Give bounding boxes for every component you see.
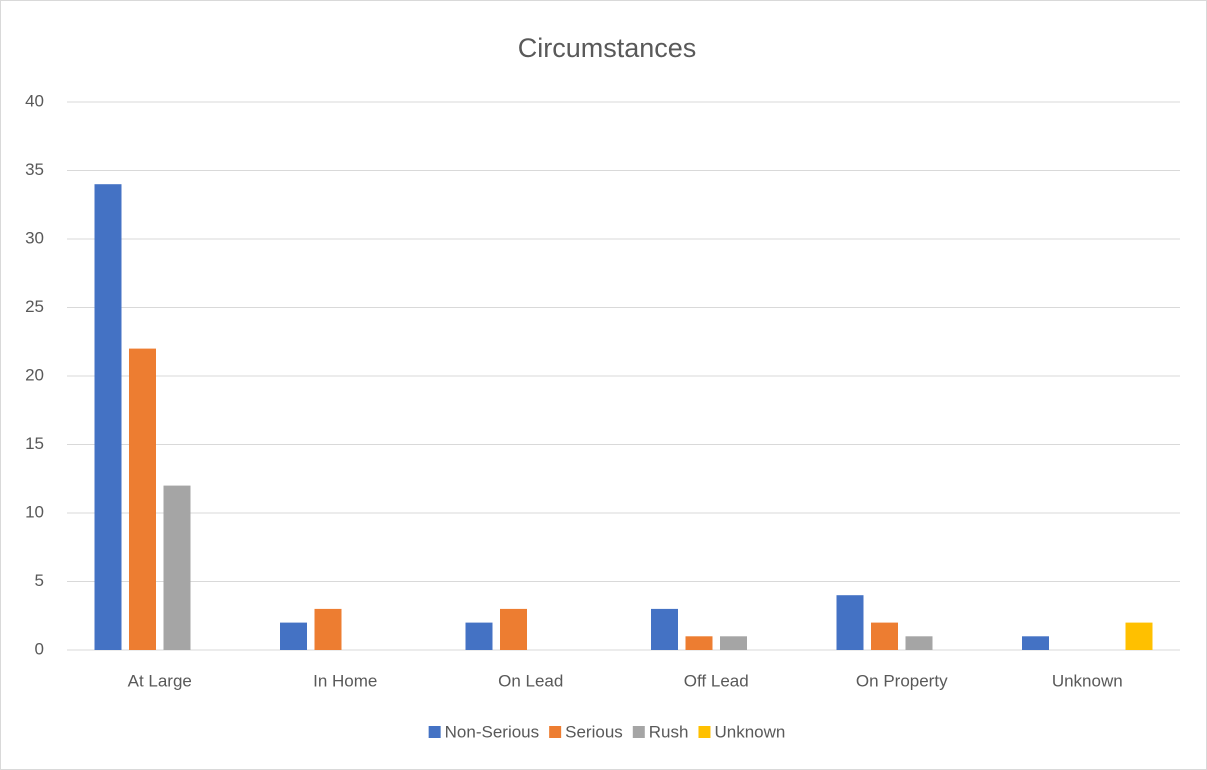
y-tick-label: 0 [35,639,44,658]
bar [280,622,307,650]
bar [871,622,898,650]
legend-swatch [632,726,645,738]
x-tick-label: At Large [128,671,192,690]
y-tick-label: 10 [25,502,44,521]
y-tick-label: 40 [25,91,44,110]
legend-label: Unknown [714,722,785,741]
y-tick-label: 35 [25,160,44,179]
legend-swatch [428,726,441,738]
bar [720,636,747,650]
bar [651,608,678,650]
y-tick-label: 25 [25,297,44,316]
y-tick-label: 15 [25,434,44,453]
legend-swatch [698,726,711,738]
chart-title: Circumstances [518,33,697,63]
legend-label: Rush [649,722,689,741]
legend-swatch [549,726,562,738]
bar [500,608,527,650]
legend-label: Non-Serious [445,722,540,741]
bar [1125,622,1153,650]
bar [163,485,191,650]
bar [314,608,342,650]
x-tick-label: Unknown [1052,671,1123,690]
bar [905,636,933,650]
y-tick-label: 20 [25,365,44,384]
y-tick-label: 5 [35,571,44,590]
bar [836,595,864,650]
y-tick-label: 30 [25,228,44,247]
bar [129,348,156,650]
bar [685,636,713,650]
x-tick-label: In Home [313,671,377,690]
x-tick-label: On Property [856,671,948,690]
bar [465,622,493,650]
bar [94,184,122,650]
legend-label: Serious [565,722,623,741]
x-tick-label: Off Lead [684,671,749,690]
x-tick-label: On Lead [498,671,563,690]
bar [1022,636,1049,650]
